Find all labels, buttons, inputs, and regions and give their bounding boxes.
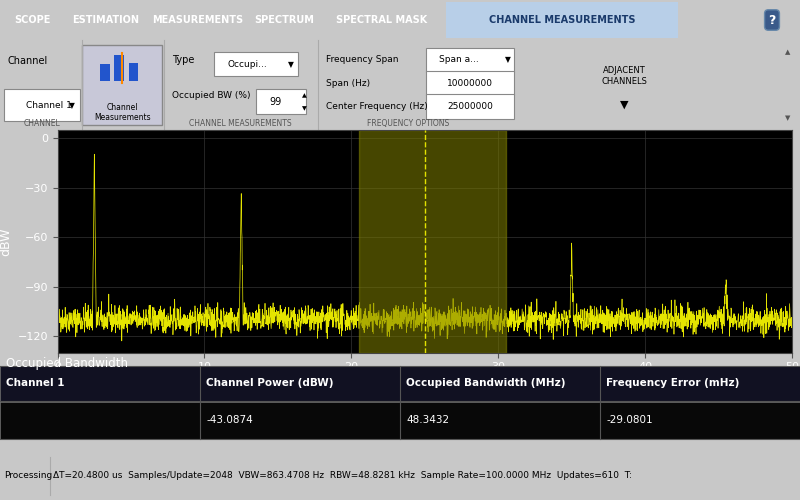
FancyBboxPatch shape [426,94,514,118]
Text: ESTIMATION: ESTIMATION [73,15,139,25]
Text: CHANNEL MEASUREMENTS: CHANNEL MEASUREMENTS [189,119,291,128]
Text: SCOPE: SCOPE [14,15,50,25]
Text: ▲: ▲ [302,94,306,98]
FancyBboxPatch shape [0,366,800,400]
Text: Occupi...: Occupi... [227,60,267,69]
Bar [358,130,506,352]
FancyBboxPatch shape [82,45,162,125]
Text: Occupied Bandwidth (MHz): Occupied Bandwidth (MHz) [406,378,566,388]
FancyBboxPatch shape [256,89,306,114]
FancyBboxPatch shape [0,402,800,438]
Text: 48.3432: 48.3432 [406,415,450,425]
Text: SPECTRAL MASK: SPECTRAL MASK [336,15,428,25]
Text: 10000000: 10000000 [447,78,494,88]
Text: Channel: Channel [8,56,48,66]
Text: 25000000: 25000000 [447,102,494,111]
Text: ▼: ▼ [620,100,628,110]
Text: ▼: ▼ [505,56,510,64]
Text: Channel 1: Channel 1 [6,378,65,388]
Text: Channel Power (dBW): Channel Power (dBW) [206,378,334,388]
Text: ▲: ▲ [785,49,790,55]
FancyBboxPatch shape [100,64,110,80]
Text: ?: ? [768,14,776,26]
Text: ▼: ▼ [785,115,790,121]
FancyBboxPatch shape [114,56,124,80]
FancyBboxPatch shape [129,62,138,80]
Text: FREQUENCY OPTIONS: FREQUENCY OPTIONS [367,119,449,128]
Text: -29.0801: -29.0801 [606,415,653,425]
Text: Span (Hz): Span (Hz) [326,78,370,88]
Text: Span a...: Span a... [439,56,479,64]
Y-axis label: dBW: dBW [0,227,12,256]
Text: CHANNEL: CHANNEL [23,119,60,128]
X-axis label: Frequency (MHz): Frequency (MHz) [372,378,478,391]
Text: ▼: ▼ [69,101,74,110]
Text: Center Frequency (Hz): Center Frequency (Hz) [326,102,428,111]
Text: Type: Type [172,55,194,65]
Text: Channel
Measurements: Channel Measurements [94,102,150,122]
FancyBboxPatch shape [426,71,514,96]
Text: SPECTRUM: SPECTRUM [254,15,314,25]
Text: Occupied BW (%): Occupied BW (%) [172,92,250,100]
Text: Frequency Error (mHz): Frequency Error (mHz) [606,378,740,388]
FancyBboxPatch shape [4,89,80,122]
Text: ▼: ▼ [302,106,306,111]
FancyBboxPatch shape [446,2,678,38]
Text: 99: 99 [269,96,282,106]
Text: -43.0874: -43.0874 [206,415,253,425]
Text: Processing: Processing [4,471,52,480]
Text: Channel 1: Channel 1 [26,101,72,110]
Text: Occupied Bandwidth: Occupied Bandwidth [6,358,128,370]
Text: MEASUREMENTS: MEASUREMENTS [153,15,243,25]
Text: ▼: ▼ [288,60,294,69]
FancyBboxPatch shape [214,52,298,76]
Text: ΔT=20.4800 us  Samples/Update=2048  VBW=863.4708 Hz  RBW=48.8281 kHz  Sample Rat: ΔT=20.4800 us Samples/Update=2048 VBW=86… [53,471,632,480]
Text: Frequency Span: Frequency Span [326,56,399,64]
FancyBboxPatch shape [426,48,514,72]
Text: CHANNEL MEASUREMENTS: CHANNEL MEASUREMENTS [489,15,635,25]
Text: ADJACENT
CHANNELS: ADJACENT CHANNELS [601,66,647,86]
